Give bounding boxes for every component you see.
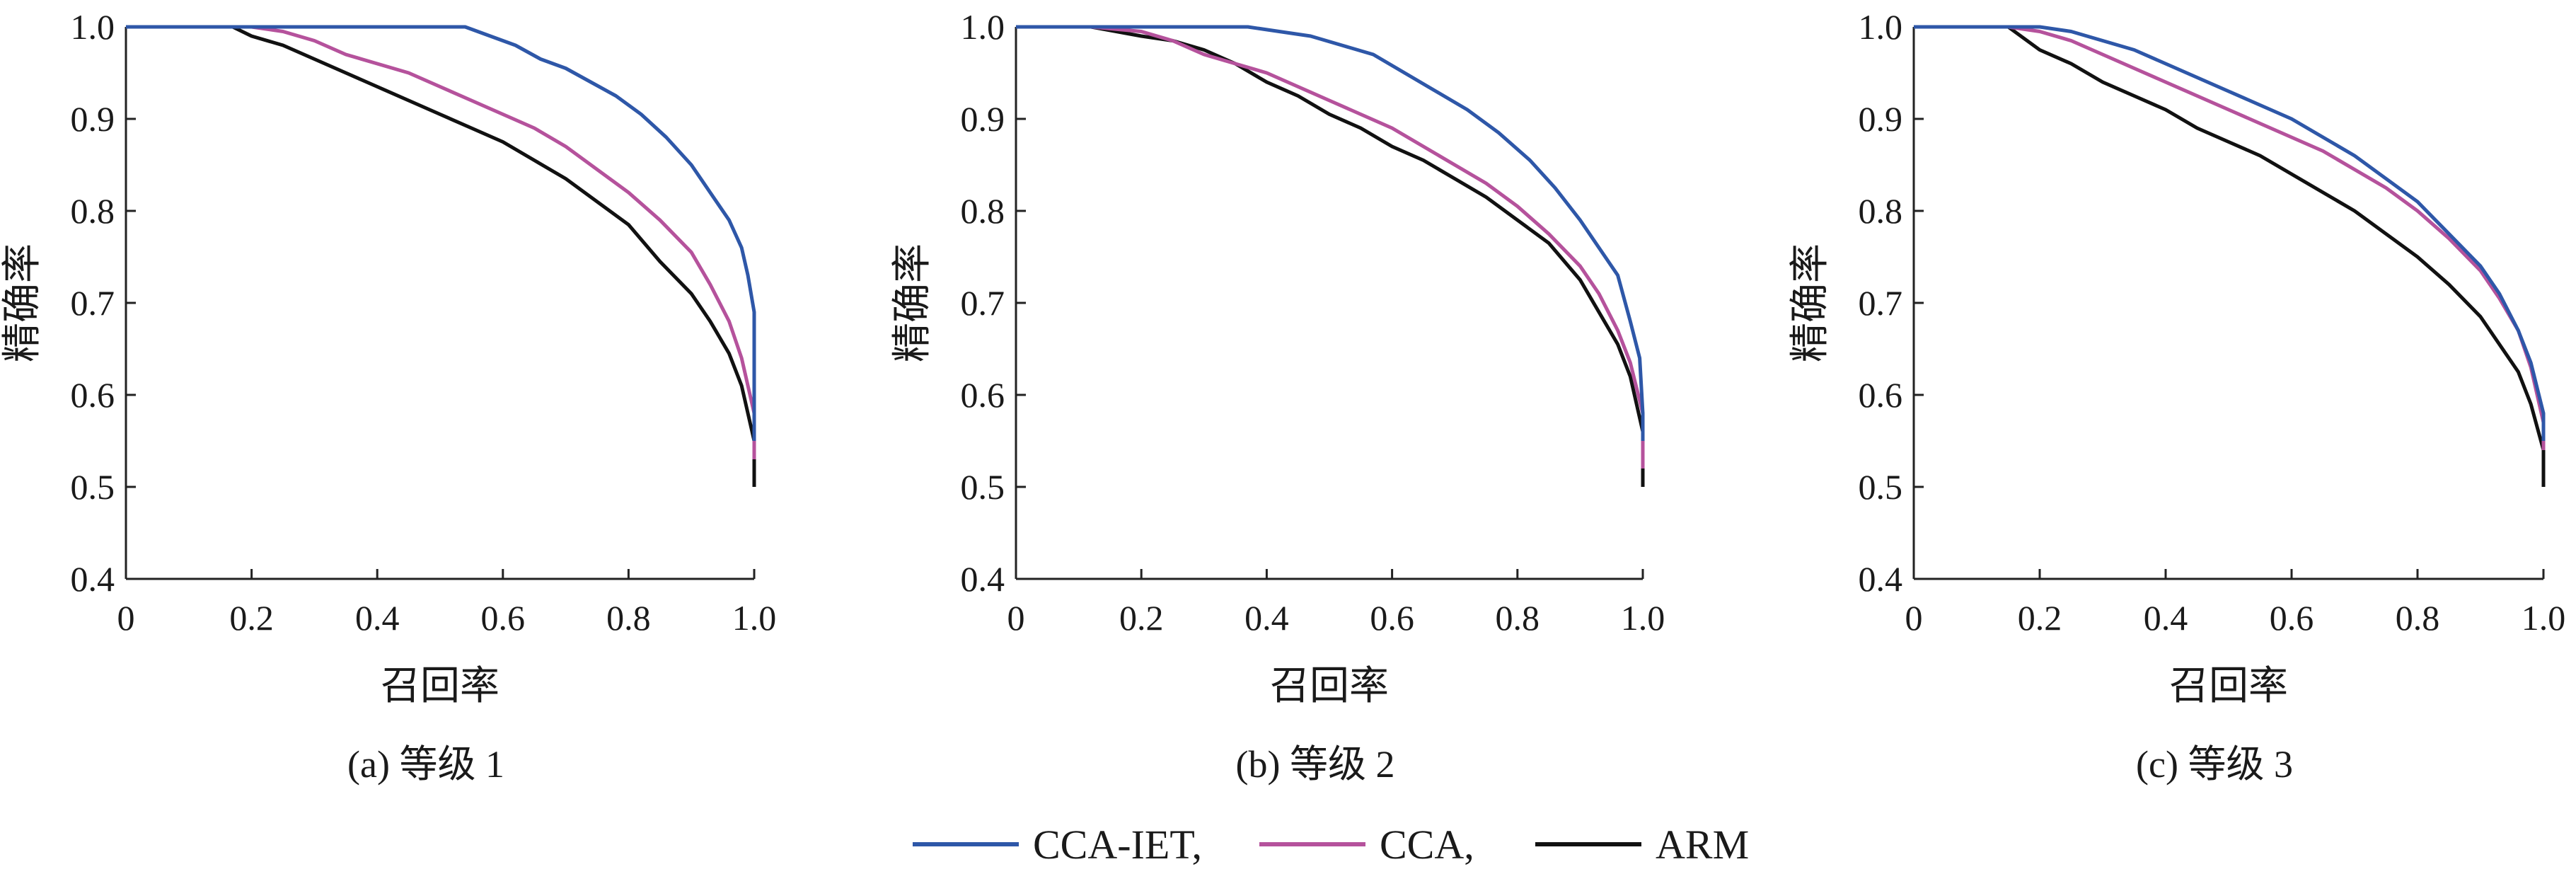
y-tick-label: 0.4	[1859, 559, 1903, 599]
y-axis-title: 精确率	[1789, 243, 1832, 362]
y-tick-label: 1.0	[961, 7, 1005, 47]
chart-panel-2: 0.4 0.5 0.6 0.7 0.8 0.9 1.0 0 0.2 0.4 0.6 0.8 1.0 召回率…	[891, 7, 1665, 786]
y-tick-label: 0.7	[961, 283, 1005, 323]
y-tick-label: 1.0	[1859, 7, 1903, 47]
y-tick-label: 0.4	[71, 559, 115, 599]
x-tick-label: 1.0	[2522, 598, 2566, 638]
y-tick-label: 0.8	[961, 191, 1005, 231]
x-tick-label: 0.2	[229, 598, 274, 638]
legend: CCA-IET, CCA, ARM	[913, 822, 1749, 868]
x-axis-title: 召回率	[381, 665, 499, 708]
y-tick-label: 0.6	[1859, 375, 1903, 415]
y-tick-label: 0.7	[1859, 283, 1903, 323]
x-tick-label: 0.2	[2018, 598, 2062, 638]
x-tick-label: 0.6	[1370, 598, 1414, 638]
series-line-cca	[126, 25, 756, 459]
x-tick-label: 0.2	[1119, 598, 1164, 638]
x-tick-label: 0.4	[2144, 598, 2188, 638]
series-line-arm	[1914, 25, 2546, 487]
x-tick-label: 0.4	[1244, 598, 1289, 638]
x-tick-label: 0	[1905, 598, 1923, 638]
series-line-ccaiet	[1016, 25, 1645, 441]
x-tick-label: 0.4	[355, 598, 400, 638]
series-line-arm	[126, 25, 756, 487]
y-tick-label: 0.9	[961, 99, 1005, 139]
x-tick-label: 0	[1007, 598, 1025, 638]
x-tick-label: 1.0	[1621, 598, 1665, 638]
y-tick-label: 0.9	[1859, 99, 1903, 139]
x-tick-label: 0.6	[481, 598, 526, 638]
x-tick-label: 0.8	[2396, 598, 2440, 638]
panel-caption: (c) 等级 3	[2136, 743, 2293, 786]
y-tick-label: 1.0	[71, 7, 115, 47]
x-axis-title: 召回率	[1270, 665, 1389, 708]
chart-panel-3: 0.4 0.5 0.6 0.7 0.8 0.9 1.0 0 0.2 0.4 0.6 0.8 1.0 召回率…	[1789, 7, 2565, 786]
y-tick-label: 0.5	[1859, 467, 1903, 507]
x-tick-label: 1.0	[732, 598, 777, 638]
y-tick-label: 0.5	[961, 467, 1005, 507]
panel-caption: (a) 等级 1	[347, 743, 504, 786]
y-tick-label: 0.8	[1859, 191, 1903, 231]
legend-label-0: CCA-IET,	[1033, 822, 1202, 868]
x-tick-label: 0.8	[606, 598, 651, 638]
series-line-arm	[1016, 25, 1645, 487]
y-tick-label: 0.5	[71, 467, 115, 507]
y-tick-label: 0.6	[71, 375, 115, 415]
series-line-ccaiet	[126, 25, 756, 441]
y-tick-label: 0.8	[71, 191, 115, 231]
series-line-ccaiet	[1914, 25, 2546, 441]
x-tick-label: 0.6	[2270, 598, 2314, 638]
legend-label-2: ARM	[1656, 822, 1749, 868]
y-tick-label: 0.4	[961, 559, 1005, 599]
y-tick-label: 0.6	[961, 375, 1005, 415]
panel-caption: (b) 等级 2	[1236, 743, 1395, 786]
series-line-cca	[1016, 25, 1645, 468]
y-tick-label: 0.7	[71, 283, 115, 323]
y-tick-label: 0.9	[71, 99, 115, 139]
y-axis-title: 精确率	[1, 243, 45, 362]
y-axis-title: 精确率	[891, 243, 935, 362]
chart-panel-1: 0.4 0.5 0.6 0.7 0.8 0.9 1.0 0 0.2 0.4 0.6 0.8 1.0 召回率…	[1, 7, 776, 786]
x-axis-title: 召回率	[2169, 665, 2288, 708]
x-tick-label: 0.8	[1496, 598, 1540, 638]
legend-label-1: CCA,	[1380, 822, 1474, 868]
x-tick-label: 0	[117, 598, 135, 638]
